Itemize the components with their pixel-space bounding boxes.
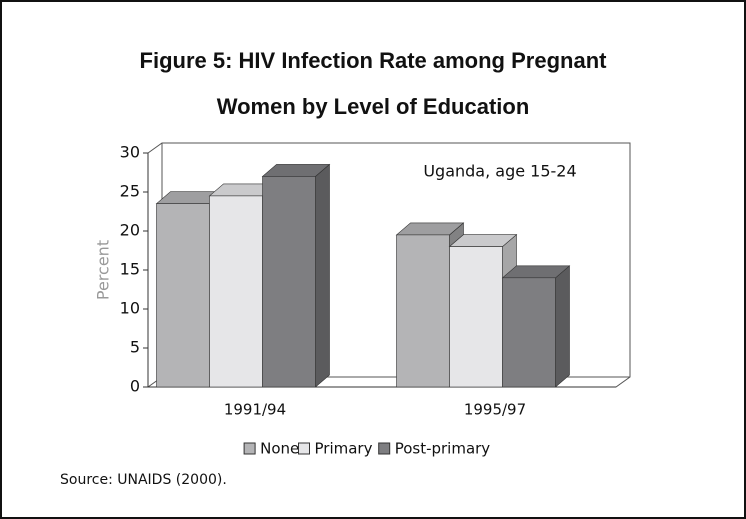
legend-label: Primary <box>315 440 373 458</box>
y-axis-label: Percent <box>94 240 113 300</box>
bar-side <box>315 163 330 388</box>
bar <box>262 176 316 388</box>
y-tick-label: 20 <box>120 221 140 240</box>
bar <box>502 277 556 388</box>
legend-swatch <box>243 442 256 455</box>
bar-side <box>555 265 570 388</box>
chart-title: Figure 5: HIV Infection Rate among Pregn… <box>140 48 608 73</box>
x-tick-label: 1995/97 <box>464 401 526 419</box>
bar <box>449 246 503 388</box>
legend-swatch <box>298 442 310 455</box>
chart-subtitle: Women by Level of Education <box>217 94 530 119</box>
y-tick-label: 0 <box>130 377 140 396</box>
y-tick-label: 25 <box>120 182 140 201</box>
annotation: Uganda, age 15-24 <box>423 162 576 181</box>
y-tick-label: 15 <box>120 260 140 279</box>
legend-label: None <box>260 440 299 458</box>
x-tick-label: 1991/94 <box>224 401 286 419</box>
source: Source: UNAIDS (2000). <box>60 472 227 488</box>
y-tick-label: 10 <box>120 299 140 318</box>
bar <box>209 195 263 388</box>
y-tick-label: 5 <box>130 338 140 357</box>
legend-label: Post-primary <box>395 440 491 458</box>
bar <box>156 203 210 388</box>
bar <box>396 234 450 388</box>
y-tick-label: 30 <box>120 143 140 162</box>
legend-swatch <box>378 442 391 455</box>
